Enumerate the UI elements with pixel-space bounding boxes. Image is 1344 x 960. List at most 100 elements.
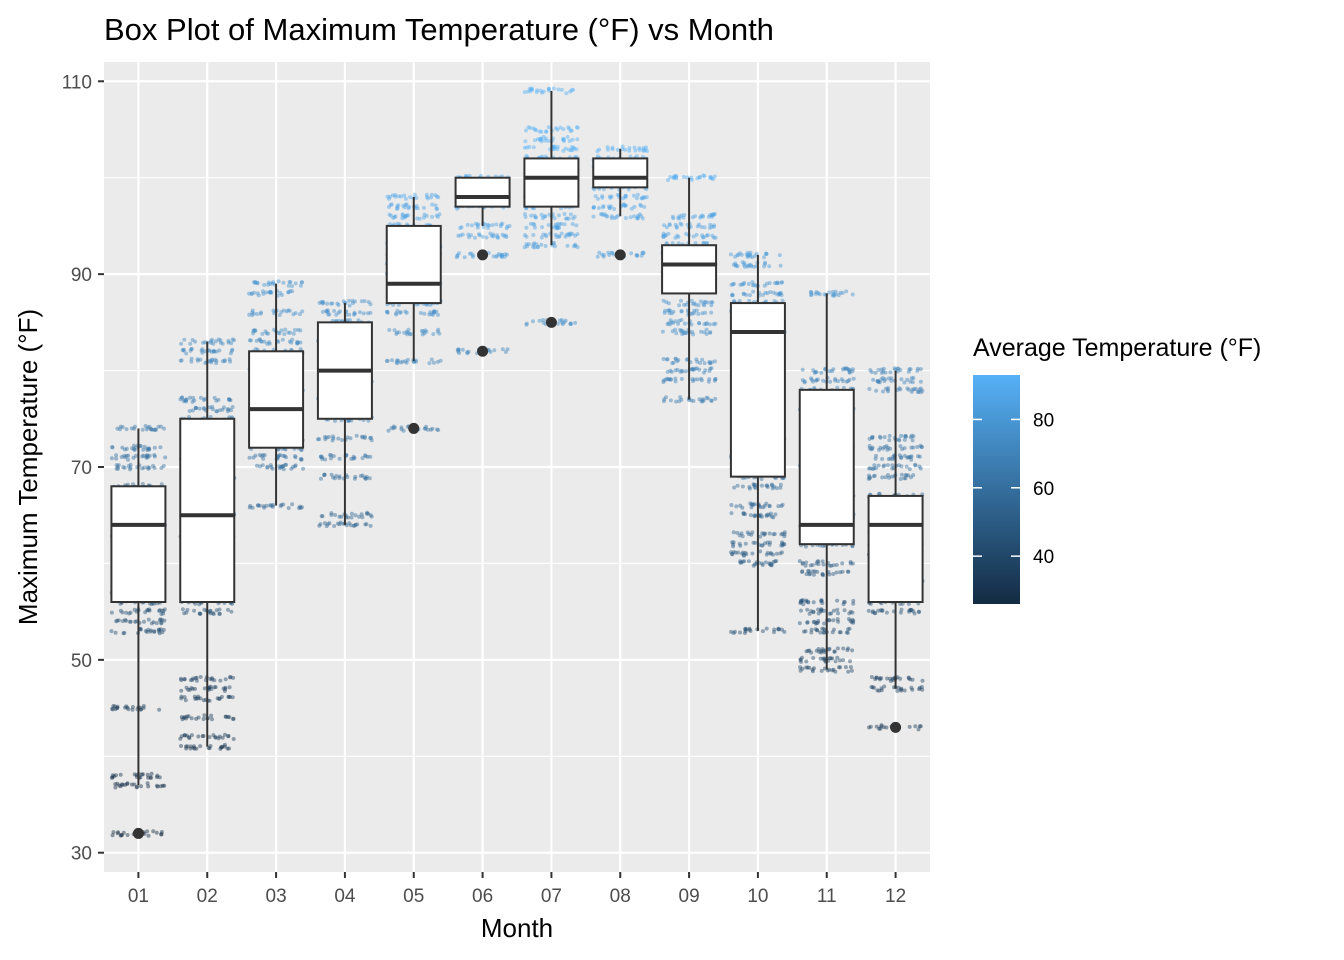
data-point <box>912 611 917 616</box>
data-point <box>293 454 297 459</box>
data-point <box>621 202 626 207</box>
data-point <box>712 223 717 228</box>
data-point <box>701 173 706 178</box>
data-point <box>807 569 812 574</box>
data-point <box>820 572 825 576</box>
data-point <box>255 503 260 508</box>
data-point <box>227 397 232 402</box>
data-point <box>130 707 135 712</box>
data-point <box>739 252 744 257</box>
data-point <box>428 310 433 315</box>
data-point <box>110 833 115 838</box>
data-point <box>362 436 367 440</box>
data-point <box>524 321 529 326</box>
data-point <box>522 212 527 217</box>
data-point <box>751 563 756 568</box>
data-point <box>544 129 549 134</box>
data-point <box>261 456 266 461</box>
data-point <box>260 331 265 336</box>
data-point <box>283 462 288 467</box>
data-point <box>760 543 765 548</box>
data-point <box>821 656 826 661</box>
data-point <box>320 455 325 460</box>
data-point <box>200 734 205 739</box>
data-point <box>708 330 713 335</box>
data-point <box>567 233 572 238</box>
data-point <box>849 668 854 673</box>
data-point <box>623 193 628 198</box>
data-point <box>194 746 199 751</box>
data-point <box>145 446 150 451</box>
data-point <box>708 222 713 227</box>
data-point <box>671 360 676 365</box>
data-point <box>702 361 707 366</box>
data-point <box>847 626 852 631</box>
data-point <box>752 502 757 507</box>
data-point <box>805 620 810 625</box>
data-point <box>180 395 185 400</box>
data-point <box>293 464 297 469</box>
data-point <box>760 293 765 297</box>
data-point <box>872 611 877 616</box>
data-point <box>557 225 562 230</box>
data-point <box>870 685 875 690</box>
data-point <box>270 504 275 509</box>
data-point <box>130 446 135 451</box>
data-point <box>150 427 155 432</box>
data-point <box>329 453 334 458</box>
data-point <box>832 649 837 654</box>
data-point <box>546 139 551 143</box>
data-point <box>742 264 747 269</box>
data-point <box>209 349 214 354</box>
data-point <box>141 706 146 711</box>
data-point <box>152 454 157 459</box>
data-point <box>803 563 808 568</box>
data-point <box>229 341 234 346</box>
data-point <box>666 308 671 313</box>
data-point <box>295 341 300 346</box>
data-point <box>743 550 748 555</box>
data-point <box>641 146 646 150</box>
data-point <box>363 453 367 458</box>
data-point <box>916 454 920 459</box>
data-point <box>414 359 419 364</box>
data-point <box>641 148 646 153</box>
data-point <box>384 359 389 363</box>
data-point <box>666 377 671 382</box>
data-point <box>818 630 823 635</box>
data-point <box>290 284 294 289</box>
data-point <box>325 301 330 306</box>
data-point <box>124 618 129 623</box>
data-point <box>220 341 225 346</box>
data-point <box>217 408 222 413</box>
data-point <box>435 206 440 211</box>
data-point <box>695 359 700 364</box>
data-point <box>610 145 615 150</box>
data-point <box>800 598 805 603</box>
data-point <box>385 358 390 363</box>
data-point <box>184 351 189 356</box>
data-point <box>251 455 256 460</box>
data-point <box>831 289 835 294</box>
data-point <box>866 473 871 478</box>
data-point <box>799 608 803 613</box>
data-point <box>198 611 203 616</box>
data-point <box>360 434 364 439</box>
data-point <box>436 327 441 332</box>
data-point <box>806 569 811 573</box>
data-point <box>919 685 924 689</box>
data-point <box>259 339 263 344</box>
data-point <box>731 530 736 535</box>
data-point <box>271 308 276 313</box>
data-point <box>144 455 149 460</box>
data-point <box>298 340 303 345</box>
data-point <box>140 454 145 459</box>
data-point <box>682 321 687 326</box>
data-point <box>129 782 134 787</box>
data-point <box>300 505 304 510</box>
data-point <box>532 245 537 250</box>
data-point <box>368 523 373 528</box>
data-point <box>539 235 544 240</box>
data-point <box>179 734 184 739</box>
data-point <box>568 231 573 236</box>
